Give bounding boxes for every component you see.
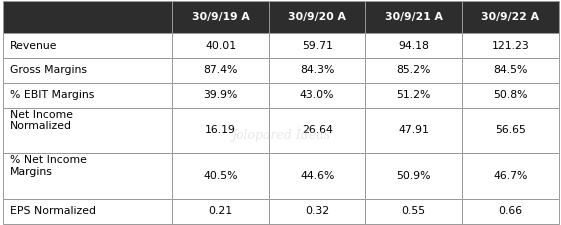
Text: 50.9%: 50.9%	[397, 171, 431, 181]
Text: 51.2%: 51.2%	[397, 90, 431, 100]
Text: 84.3%: 84.3%	[300, 65, 334, 75]
Text: 121.23: 121.23	[491, 41, 530, 51]
Text: % Net Income
Margins: % Net Income Margins	[10, 155, 86, 177]
Text: 0.32: 0.32	[305, 207, 329, 216]
Text: 46.7%: 46.7%	[493, 171, 527, 181]
Text: 30/9/19 A: 30/9/19 A	[192, 12, 250, 22]
Text: 0.21: 0.21	[209, 207, 233, 216]
Text: 30/9/21 A: 30/9/21 A	[385, 12, 443, 22]
Text: 47.91: 47.91	[398, 126, 429, 135]
Text: 26.64: 26.64	[302, 126, 333, 135]
Text: 0.55: 0.55	[402, 207, 426, 216]
Text: Gross Margins: Gross Margins	[10, 65, 86, 75]
Text: 59.71: 59.71	[302, 41, 333, 51]
Text: 87.4%: 87.4%	[203, 65, 238, 75]
Text: 16.19: 16.19	[205, 126, 236, 135]
Text: Net Income
Normalized: Net Income Normalized	[10, 110, 72, 131]
Text: 0.66: 0.66	[498, 207, 522, 216]
Text: 40.01: 40.01	[205, 41, 236, 51]
Text: % EBIT Margins: % EBIT Margins	[10, 90, 94, 100]
Text: Jolopared Ideas: Jolopared Ideas	[231, 128, 330, 142]
Text: 39.9%: 39.9%	[203, 90, 238, 100]
Text: EPS Normalized: EPS Normalized	[10, 207, 95, 216]
Text: 56.65: 56.65	[495, 126, 526, 135]
Text: 50.8%: 50.8%	[493, 90, 528, 100]
Text: 84.5%: 84.5%	[493, 65, 527, 75]
Text: 30/9/20 A: 30/9/20 A	[288, 12, 346, 22]
Text: 85.2%: 85.2%	[397, 65, 431, 75]
Text: 30/9/22 A: 30/9/22 A	[481, 12, 540, 22]
Text: 94.18: 94.18	[398, 41, 429, 51]
Text: 43.0%: 43.0%	[300, 90, 334, 100]
Text: 40.5%: 40.5%	[203, 171, 238, 181]
Text: Revenue: Revenue	[10, 41, 57, 51]
Text: 44.6%: 44.6%	[300, 171, 334, 181]
